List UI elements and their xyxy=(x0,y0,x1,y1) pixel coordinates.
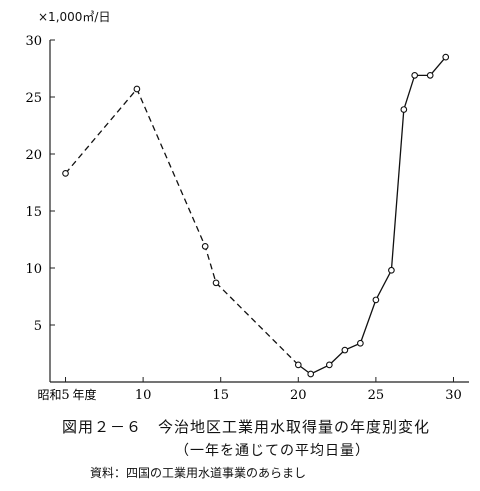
data-point xyxy=(388,266,395,274)
x-axis-prefix-label: 昭和 xyxy=(38,388,62,402)
data-point xyxy=(294,361,302,369)
figure-subtitle: （一年を通じての平均日量） xyxy=(175,443,370,459)
data-point xyxy=(307,370,315,378)
y-tick-label: 25 xyxy=(25,91,42,106)
x-tick-label: 30 xyxy=(445,388,462,403)
y-tick-label: 5 xyxy=(34,319,42,334)
x-axis-suffix-label: 年度 xyxy=(73,387,97,402)
y-axis-unit-label: ×1,000㎥/日 xyxy=(38,10,111,24)
figure-title: 図用２－６ 今治地区工業用水取得量の年度別変化 xyxy=(62,418,431,436)
dashed-series-line xyxy=(65,87,299,366)
x-tick-label: 15 xyxy=(212,388,229,403)
y-tick-label: 15 xyxy=(25,205,42,220)
y-tick-label: 30 xyxy=(25,34,42,49)
data-point xyxy=(442,53,450,61)
figure-source: 資料：四国の工業用水道事業のあらまし xyxy=(90,466,307,480)
data-point xyxy=(133,85,141,93)
x-tick-label: 25 xyxy=(368,388,385,403)
data-point xyxy=(62,170,69,177)
data-point xyxy=(212,279,220,287)
data-point xyxy=(411,71,419,79)
solid-series-line xyxy=(297,56,447,375)
data-point xyxy=(341,346,349,354)
x-tick-label: 10 xyxy=(135,388,152,403)
data-point xyxy=(400,106,408,113)
data-point xyxy=(426,71,434,79)
x-tick-label: 20 xyxy=(290,388,307,403)
data-point xyxy=(357,339,364,347)
data-point xyxy=(325,361,333,369)
data-point xyxy=(201,242,209,250)
y-tick-label: 10 xyxy=(25,262,42,277)
x-tick-label: 5 xyxy=(61,388,69,403)
data-point xyxy=(372,296,380,304)
y-tick-label: 20 xyxy=(25,148,42,163)
